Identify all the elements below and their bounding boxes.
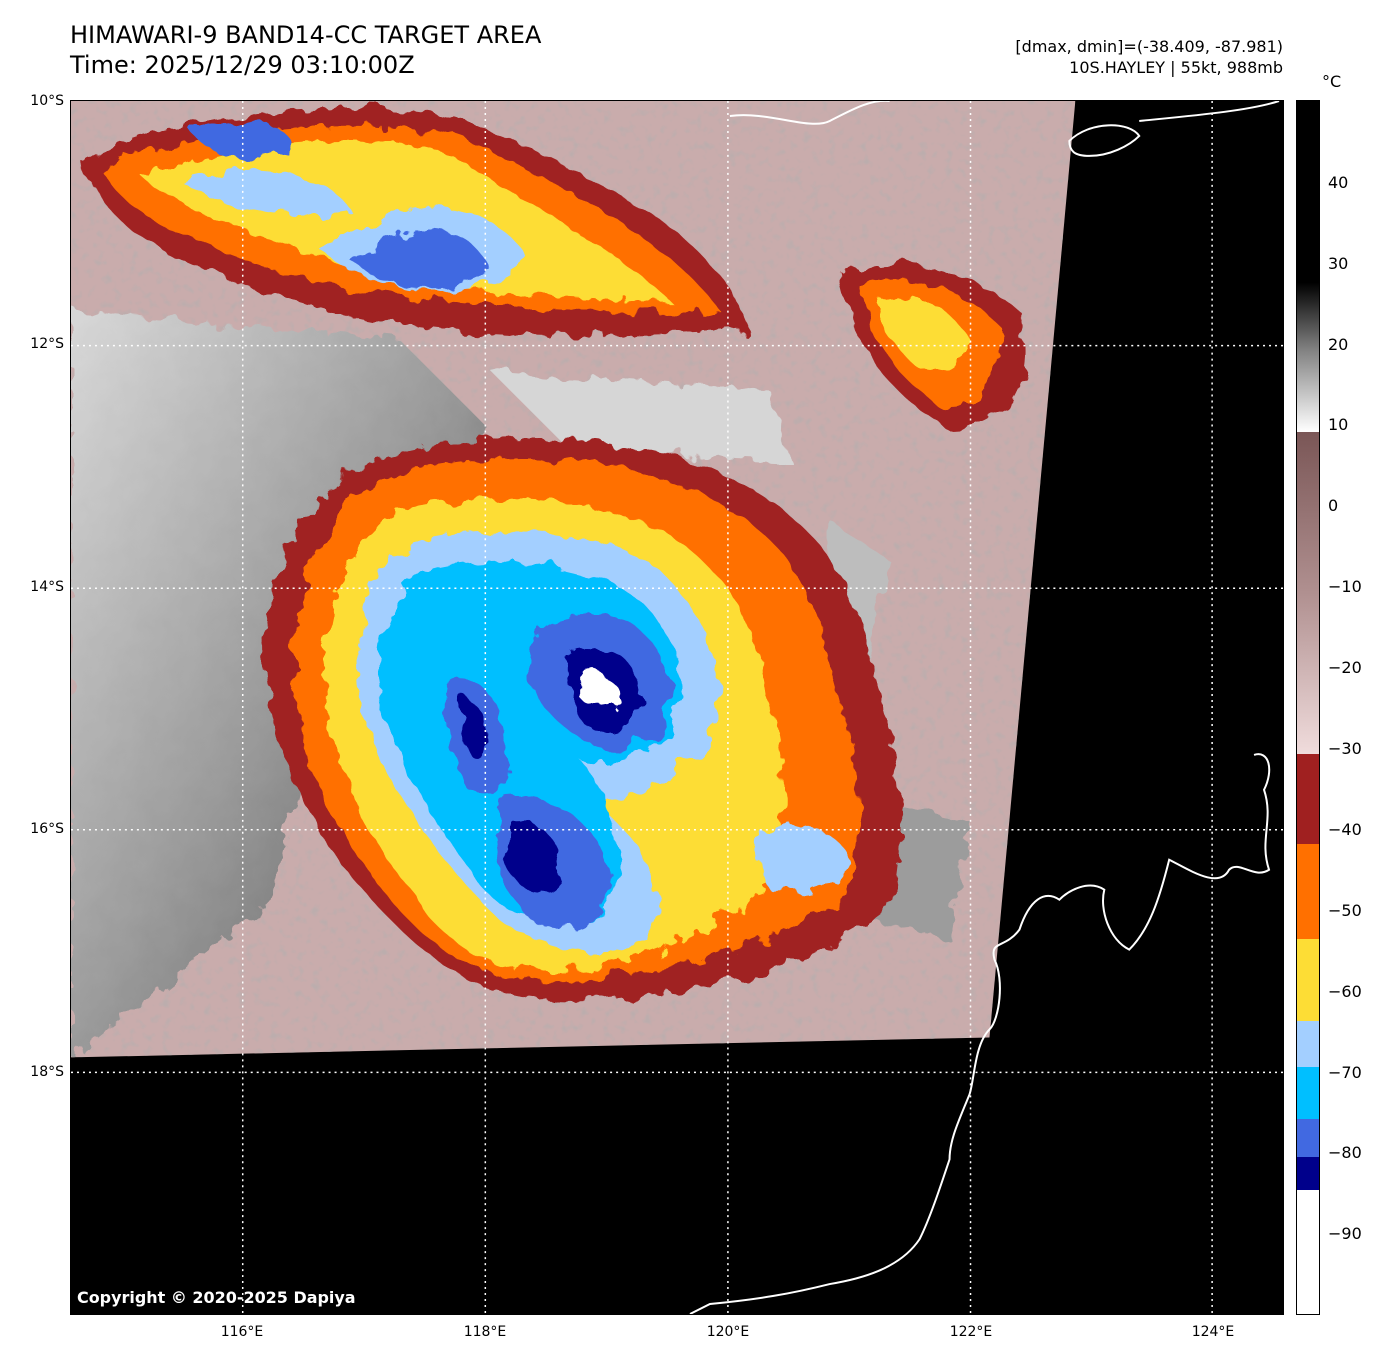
colorbar-tick-minus60: −60 bbox=[1328, 982, 1362, 1001]
colorbar-tick-minus70: −70 bbox=[1328, 1063, 1362, 1082]
colorbar-tick-minus80: −80 bbox=[1328, 1143, 1362, 1162]
graticule bbox=[71, 101, 1283, 1314]
colorbar-tick-40: 40 bbox=[1328, 173, 1349, 192]
satellite-swath bbox=[71, 101, 1076, 1058]
lon-label-122e: 122°E bbox=[949, 1324, 993, 1340]
lon-label-118e: 118°E bbox=[463, 1324, 507, 1340]
colorbar-unit-label: °C bbox=[1322, 72, 1342, 91]
colorbar-tick-30: 30 bbox=[1328, 254, 1349, 273]
lat-label-18s: 18°S bbox=[30, 1064, 64, 1080]
colorbar-tick-minus30: −30 bbox=[1328, 739, 1362, 758]
lat-label-12s: 12°S bbox=[30, 336, 64, 352]
colorbar-tick-10: 10 bbox=[1328, 415, 1349, 434]
lon-label-124e: 124°E bbox=[1191, 1324, 1235, 1340]
lon-label-116e: 116°E bbox=[220, 1324, 264, 1340]
lat-label-16s: 16°S bbox=[30, 821, 64, 837]
cloud-north-band bbox=[80, 106, 1026, 431]
storm-info-readout: 10S.HAYLEY | 55kt, 988mb bbox=[1069, 58, 1283, 77]
colorbar-tick-minus10: −10 bbox=[1328, 577, 1362, 596]
colorbar-tick-minus20: −20 bbox=[1328, 658, 1362, 677]
cloud-main-storm bbox=[265, 437, 901, 1002]
image-title: HIMAWARI-9 BAND14-CC TARGET AREA bbox=[70, 21, 542, 49]
copyright-text: Copyright © 2020-2025 Dapiya bbox=[77, 1288, 356, 1307]
colorbar-tick-minus90: −90 bbox=[1328, 1224, 1362, 1243]
satellite-image-map: Copyright © 2020-2025 Dapiya bbox=[70, 100, 1284, 1315]
brightness-range-readout: [dmax, dmin]=(-38.409, -87.981) bbox=[1015, 37, 1283, 56]
coastline bbox=[689, 101, 1280, 1314]
image-timestamp: Time: 2025/12/29 03:10:00Z bbox=[70, 51, 415, 79]
temperature-colorbar bbox=[1296, 100, 1320, 1315]
colorbar-tick-20: 20 bbox=[1328, 335, 1349, 354]
lat-label-10s: 10°S bbox=[30, 93, 64, 109]
lat-label-14s: 14°S bbox=[30, 579, 64, 595]
colorbar-tick-minus40: −40 bbox=[1328, 820, 1362, 839]
colorbar-tick-0: 0 bbox=[1328, 496, 1339, 515]
colorbar-tick-minus50: −50 bbox=[1328, 901, 1362, 920]
lon-label-120e: 120°E bbox=[706, 1324, 750, 1340]
